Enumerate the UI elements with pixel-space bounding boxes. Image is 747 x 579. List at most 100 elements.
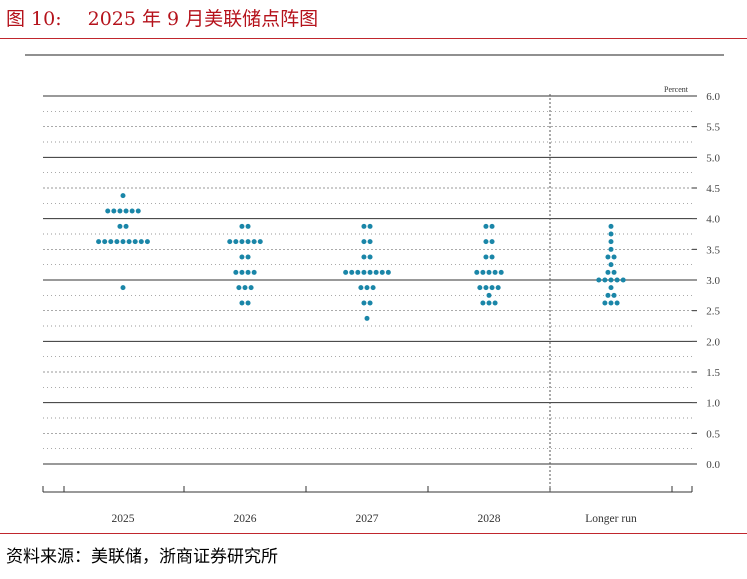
rate-dot [483, 239, 489, 245]
rate-dot [367, 300, 373, 306]
rate-dot [123, 208, 129, 214]
rate-dot [123, 223, 129, 229]
rate-dot [245, 239, 251, 245]
rate-dot [108, 239, 114, 245]
rate-dot [614, 300, 620, 306]
rate-dot [132, 239, 138, 245]
rate-dot [608, 231, 614, 237]
rate-dot [489, 285, 495, 291]
rate-dot [361, 254, 367, 260]
rate-dot [608, 223, 614, 229]
rate-dot [239, 239, 245, 245]
y-unit-label: Percent [664, 85, 689, 94]
grid-lines [43, 95, 692, 465]
rate-dot [370, 285, 376, 291]
rate-dot [608, 246, 614, 252]
y-tick-label: 6.0 [706, 91, 720, 103]
rate-dot [135, 208, 141, 214]
y-axis-ticks: 0.0 0.5 1.0 1.5 2.0 2.5 3.0 3.5 4.0 4.5 5.0 5.5 6.0 [692, 91, 721, 471]
rate-dot [245, 300, 251, 306]
rate-dot [248, 285, 254, 291]
rate-dot [489, 254, 495, 260]
rate-dot [251, 269, 257, 275]
rate-dot [605, 254, 611, 260]
rate-dot [257, 239, 263, 245]
rate-dot [367, 223, 373, 229]
rate-dot [227, 239, 233, 245]
rate-dot [492, 300, 498, 306]
rate-dot [355, 269, 361, 275]
rate-dot [480, 269, 486, 275]
rate-dot [483, 254, 489, 260]
rate-dot [379, 269, 385, 275]
figure-title: 图 10: 2025 年 9 月美联储点阵图 [6, 4, 318, 31]
rate-dot [474, 269, 480, 275]
figure-number: 图 10: [6, 8, 62, 30]
rate-dot [120, 239, 126, 245]
title-rule [0, 38, 747, 39]
rate-dot [367, 254, 373, 260]
rate-dot [117, 223, 123, 229]
rate-dot [608, 239, 614, 245]
rate-dot [251, 239, 257, 245]
rate-dot [343, 269, 349, 275]
rate-dot [495, 285, 501, 291]
x-category-label: 2027 [356, 513, 379, 525]
rate-dot [611, 254, 617, 260]
rate-dot [361, 239, 367, 245]
rate-dot [611, 292, 617, 298]
rate-dot [611, 269, 617, 275]
y-tick-label: 3.0 [706, 275, 720, 287]
x-category-label: Longer run [585, 513, 637, 525]
y-tick-label: 2.0 [706, 336, 720, 348]
y-tick-label: 5.5 [706, 122, 720, 134]
rate-dot [111, 208, 117, 214]
rate-dot [239, 223, 245, 229]
rate-dot [364, 315, 370, 321]
rate-dot [236, 285, 242, 291]
rate-dot [498, 269, 504, 275]
rate-dot [489, 239, 495, 245]
rate-dot [602, 300, 608, 306]
y-tick-label: 5.0 [706, 152, 720, 164]
rate-dot [385, 269, 391, 275]
y-tick-label: 0.5 [706, 428, 720, 440]
rate-dot [239, 254, 245, 260]
rate-dot [117, 208, 123, 214]
y-tick-label: 1.0 [706, 398, 720, 410]
y-tick-label: 4.0 [706, 214, 720, 226]
rate-dot [367, 239, 373, 245]
rate-dot [96, 239, 102, 245]
rate-dot [361, 300, 367, 306]
rate-dot [245, 254, 251, 260]
x-category-label: 2028 [478, 513, 501, 525]
rate-dot [614, 277, 620, 283]
rate-dot [486, 269, 492, 275]
y-tick-label: 3.5 [706, 244, 720, 256]
rate-dot [138, 239, 144, 245]
x-category-label: 2025 [112, 513, 135, 525]
y-tick-label: 1.5 [706, 367, 720, 379]
rate-dot [239, 269, 245, 275]
rate-dot [489, 223, 495, 229]
rate-dot [233, 269, 239, 275]
rate-dot [242, 285, 248, 291]
rate-dot [492, 269, 498, 275]
x-axis: 2025 2026 2027 2028 Longer run [42, 94, 693, 525]
rate-dot [480, 300, 486, 306]
dot-plot-chart: 0.00.51.01.52.02.53.03.54.04.55.05.56.0 … [25, 54, 724, 525]
rate-dot [120, 193, 126, 199]
y-tick-label: 2.5 [706, 306, 720, 318]
rate-dot [245, 269, 251, 275]
rate-dot [608, 300, 614, 306]
rate-dot [102, 239, 108, 245]
rate-dot [483, 285, 489, 291]
x-category-label: 2026 [234, 513, 257, 525]
rate-dot [483, 223, 489, 229]
rate-dot [105, 208, 111, 214]
rate-dot [361, 269, 367, 275]
dot-series [96, 193, 626, 321]
rate-dot [364, 285, 370, 291]
rate-dot [486, 300, 492, 306]
rate-dot [144, 239, 150, 245]
